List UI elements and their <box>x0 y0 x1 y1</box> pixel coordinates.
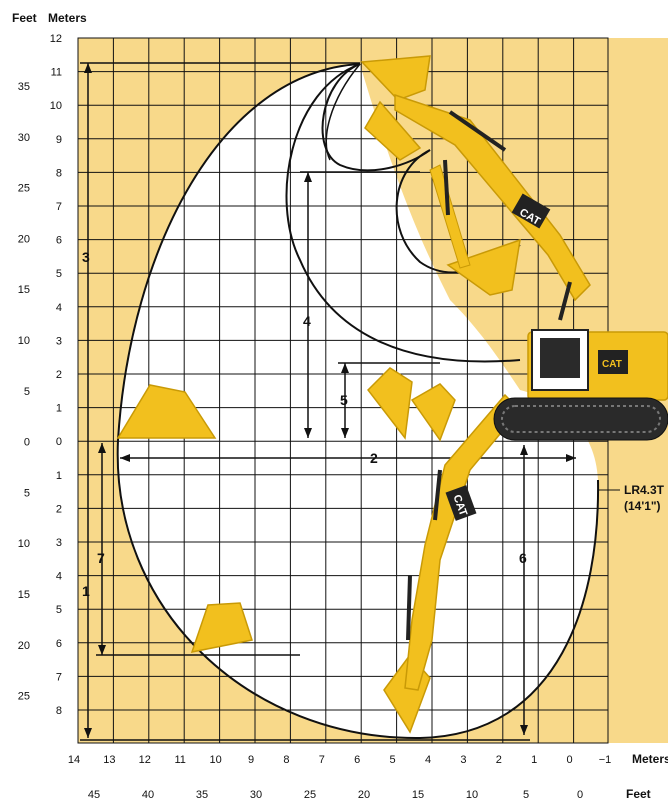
meters-x-tick: 2 <box>496 754 502 766</box>
meters-y-tick: 3 <box>56 537 62 549</box>
meters-x-tick: 9 <box>248 754 254 766</box>
meters-y-tick: 2 <box>56 369 62 381</box>
feet-y-tick: 25 <box>18 183 30 195</box>
meters-y-tick: 12 <box>50 33 62 45</box>
feet-y-tick: 10 <box>18 538 30 550</box>
feet-x-tick: 0 <box>577 789 583 800</box>
bucket-reach <box>116 384 217 439</box>
boom-lower: CAT <box>404 393 522 691</box>
dimension-5: 5 <box>340 392 348 408</box>
meters-y-tick: 4 <box>56 571 62 583</box>
meters-x-unit: Meters <box>632 752 668 766</box>
meters-x-tick: −1 <box>599 754 612 766</box>
inner-arc-tip <box>325 63 361 161</box>
inner-arc-small <box>321 63 431 172</box>
feet-x-tick: 45 <box>88 789 100 800</box>
feet-y-tick: 15 <box>18 284 30 296</box>
dimension-3: 3 <box>82 249 90 265</box>
meters-y-tick: 6 <box>56 235 62 247</box>
meters-y-tick: 7 <box>56 671 62 683</box>
dimension-6: 6 <box>519 550 527 566</box>
feet-y-tick: 10 <box>18 335 30 347</box>
meters-x-tick: 6 <box>354 754 360 766</box>
meters-x-axis: 14 13 12 11 10 9 8 7 6 5 4 3 2 1 0 −1 <box>68 754 611 766</box>
feet-y-tick: 35 <box>18 81 30 93</box>
feet-y-tick: 5 <box>24 386 30 398</box>
feet-x-tick: 5 <box>523 789 529 800</box>
inner-arc-large <box>285 63 521 363</box>
feet-y-tick: 25 <box>18 691 30 703</box>
brand-logo-body: CAT <box>602 359 622 370</box>
meters-y-tick: 5 <box>56 604 62 616</box>
dimension-7: 7 <box>97 550 105 566</box>
meters-x-tick: 4 <box>425 754 431 766</box>
feet-y-tick: 20 <box>18 233 30 245</box>
meters-x-tick: 0 <box>567 754 573 766</box>
meters-y-tick: 9 <box>56 134 62 146</box>
feet-x-tick: 15 <box>412 789 424 800</box>
meters-y-tick: 5 <box>56 268 62 280</box>
feet-y-tick: 0 <box>24 437 30 449</box>
meters-x-tick: 12 <box>139 754 151 766</box>
meters-x-tick: 11 <box>174 754 185 766</box>
meters-y-tick: 8 <box>56 705 62 717</box>
meters-y-tick: 7 <box>56 201 62 213</box>
meters-x-tick: 1 <box>531 754 537 766</box>
bucket-mid-2 <box>410 383 456 442</box>
feet-x-tick: 40 <box>142 789 154 800</box>
meters-x-tick: 10 <box>209 754 221 766</box>
reach-envelope-fill <box>117 64 599 739</box>
meters-y-tick: 1 <box>56 403 62 415</box>
bucket-low <box>190 602 253 653</box>
excavator-body: CAT <box>493 329 668 441</box>
bucket-curl <box>446 238 521 296</box>
meters-x-tick: 13 <box>103 754 115 766</box>
meters-y-tick: 2 <box>56 503 62 515</box>
feet-x-tick: 20 <box>358 789 370 800</box>
bucket-upper <box>364 100 422 161</box>
meters-y-tick: 1 <box>56 470 62 482</box>
feet-y-axis: 35 30 25 20 15 10 5 0 5 10 15 20 25 <box>18 81 30 703</box>
dimension-1: 1 <box>82 583 90 599</box>
feet-x-tick: 30 <box>250 789 262 800</box>
meters-y-tick: 6 <box>56 638 62 650</box>
meters-x-tick: 8 <box>283 754 289 766</box>
feet-header: Feet <box>12 11 37 25</box>
feet-y-tick: 5 <box>24 487 30 499</box>
boom-upper: CAT <box>394 93 591 321</box>
meters-x-tick: 7 <box>319 754 325 766</box>
feet-x-tick: 35 <box>196 789 208 800</box>
feet-x-tick: 10 <box>466 789 478 800</box>
meters-x-tick: 14 <box>68 754 80 766</box>
meters-y-tick: 0 <box>56 436 62 448</box>
dimension-lines <box>80 62 576 741</box>
meters-x-tick: 3 <box>460 754 466 766</box>
feet-y-tick: 30 <box>18 132 30 144</box>
dimension-4: 4 <box>303 313 311 329</box>
bucket-mid-1 <box>367 367 413 440</box>
stick-label-line1: LR4.3T <box>624 483 665 497</box>
stick-label-line2: (14'1") <box>624 499 661 513</box>
meters-y-tick: 4 <box>56 302 62 314</box>
meters-y-tick: 3 <box>56 335 62 347</box>
dimension-arrowheads <box>84 63 576 738</box>
feet-x-unit: Feet <box>626 787 651 800</box>
meters-y-tick: 10 <box>50 100 62 112</box>
bucket-top <box>360 55 431 101</box>
dimension-2: 2 <box>370 450 378 466</box>
meters-header: Meters <box>48 11 87 25</box>
feet-x-tick: 25 <box>304 789 316 800</box>
meters-x-tick: 5 <box>390 754 396 766</box>
meters-y-tick: 8 <box>56 167 62 179</box>
grid <box>77 37 608 743</box>
feet-y-tick: 20 <box>18 640 30 652</box>
feet-y-tick: 15 <box>18 589 30 601</box>
meters-y-tick: 11 <box>51 67 62 79</box>
bucket-positions <box>116 55 521 734</box>
feet-x-axis: 45 40 35 30 25 20 15 10 5 0 <box>88 789 583 800</box>
reach-envelope-outline <box>116 63 600 740</box>
